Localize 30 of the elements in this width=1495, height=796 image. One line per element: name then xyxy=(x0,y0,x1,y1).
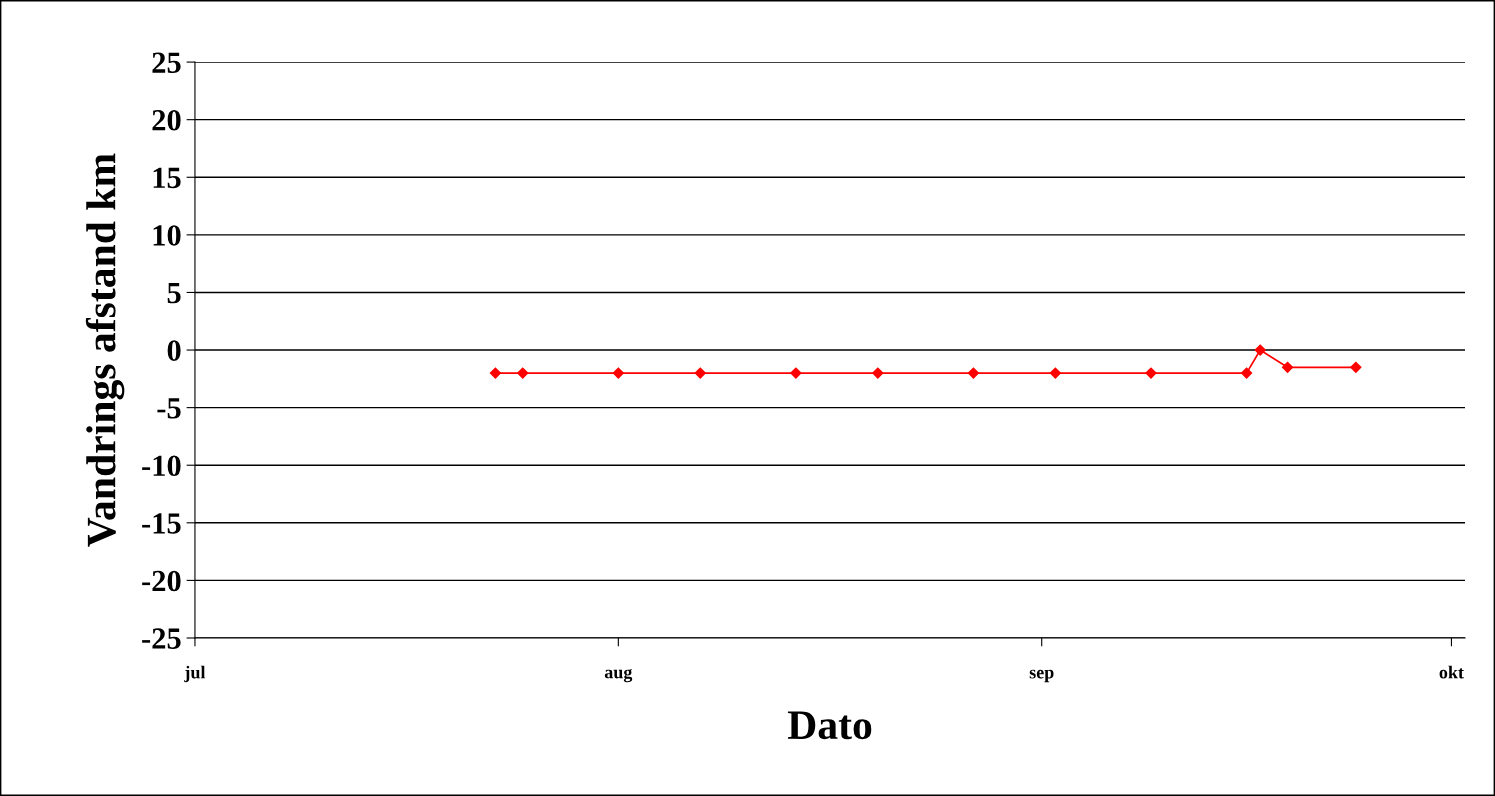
point xyxy=(790,367,802,379)
y-tick-label: 25 xyxy=(152,52,181,73)
x-tick-label: jul xyxy=(184,665,206,683)
x-tick-label: sep xyxy=(1029,669,1054,683)
x-tick-label: okt xyxy=(1439,665,1464,679)
point xyxy=(1350,361,1362,373)
y-tick-label: 20 xyxy=(152,109,181,131)
point xyxy=(967,367,980,379)
point xyxy=(1049,367,1061,379)
point xyxy=(872,367,884,379)
y-tick-label: -25 xyxy=(142,628,181,649)
y-tick-label: -10 xyxy=(142,455,181,477)
y-tick-label: 0 xyxy=(167,340,181,361)
y-tick-label: 5 xyxy=(167,283,181,304)
y-axis-title: Vandrings afstand km xyxy=(85,153,125,547)
point xyxy=(1281,361,1294,373)
x-axis-title: Dato xyxy=(787,711,872,740)
point xyxy=(517,367,529,379)
point xyxy=(612,367,624,379)
y-tick-label: -5 xyxy=(157,398,181,419)
y-tick-label: -20 xyxy=(142,570,181,592)
point xyxy=(1254,344,1266,356)
x-tick-label: aug xyxy=(604,668,633,683)
y-tick-label: 15 xyxy=(153,167,181,189)
point xyxy=(1145,367,1157,379)
y-tick-label: -15 xyxy=(142,513,181,534)
point xyxy=(694,367,706,379)
point xyxy=(489,367,502,379)
point xyxy=(1240,367,1253,379)
y-tick-label: 10 xyxy=(153,225,181,246)
